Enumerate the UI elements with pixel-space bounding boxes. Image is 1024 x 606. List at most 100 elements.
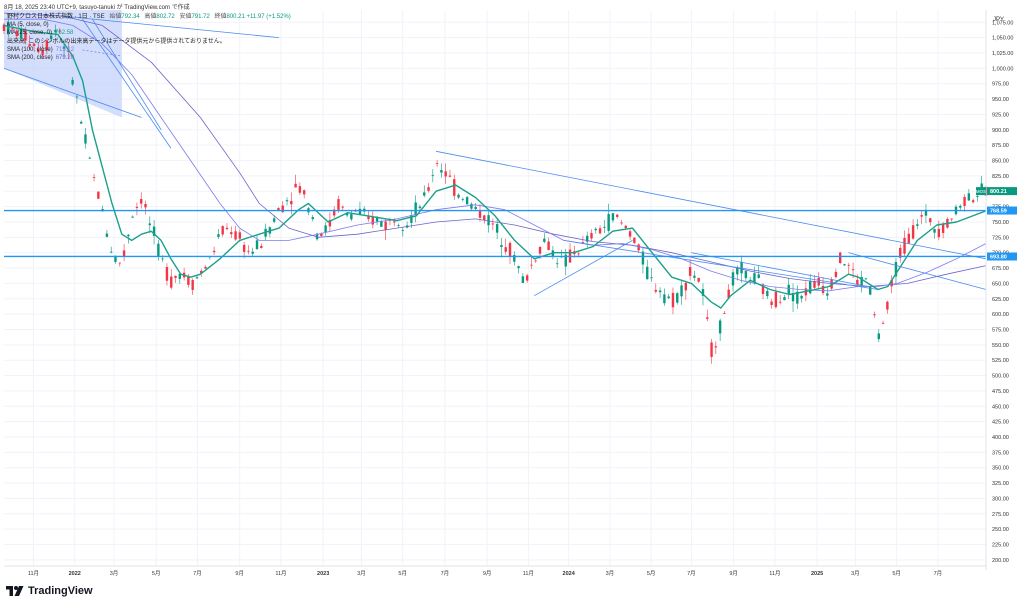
candle-body — [676, 293, 679, 303]
y-tick-label: 925.00 — [992, 112, 1009, 118]
candle-body — [504, 247, 507, 252]
candle-body — [212, 250, 216, 253]
candle-body — [967, 193, 971, 201]
candle-body — [478, 210, 482, 218]
candle-body — [847, 264, 850, 266]
candle-body — [547, 241, 550, 250]
y-tick-label: 725.00 — [992, 235, 1009, 241]
x-tick-label: 11月 — [275, 570, 286, 577]
x-tick-label: 5月 — [647, 570, 656, 577]
candle-body — [538, 246, 542, 254]
legend-indicator-volume[interactable]: 出来高: このシンボルの出来高データはデータ提供元から提供されておりません。 — [7, 38, 291, 46]
legend-symbol-row[interactable]: 野村クロス日本株式指数 · 1日 · TSE 始値792.34 高値802.72… — [7, 13, 291, 21]
x-tick-label: 3月 — [851, 570, 860, 577]
candle-body — [907, 233, 911, 244]
candle-body — [543, 238, 546, 242]
candle-body — [251, 251, 254, 254]
legend-indicator-ma25[interactable]: MA (25, close, 0) 762.58 — [7, 29, 291, 37]
candle-body — [118, 262, 121, 264]
candle-body — [332, 209, 336, 216]
candle-body — [24, 29, 27, 41]
y-tick-label: 225.00 — [992, 542, 1009, 548]
price-tag-box — [987, 252, 1017, 261]
brand[interactable]: TradingView — [6, 584, 93, 598]
candle-body — [7, 22, 10, 35]
candle-body — [641, 251, 645, 265]
candle-body — [41, 50, 44, 55]
candle-body — [710, 342, 713, 357]
candle-body — [367, 216, 370, 220]
candle-body — [418, 206, 422, 209]
candle-body — [633, 237, 636, 243]
candle-body — [727, 289, 730, 298]
y-tick-label: 300.00 — [992, 496, 1009, 502]
candle-body — [453, 179, 456, 196]
candle-body — [195, 277, 199, 279]
candle-body — [736, 267, 739, 275]
x-tick-label: 2024 — [563, 571, 576, 577]
candle-body — [157, 243, 160, 257]
candle-body — [714, 346, 718, 348]
candle-body — [701, 289, 705, 296]
candle-body — [320, 233, 323, 237]
high-label: 高値 — [144, 14, 157, 20]
candle-body — [611, 213, 615, 221]
indicator-value: 762.58 — [55, 30, 74, 37]
high-value: 802.72 — [156, 14, 175, 20]
legend-indicator-sma100[interactable]: SMA (100, close) 715.12 — [7, 46, 291, 54]
candle-body — [598, 228, 602, 234]
y-tick-label: 400.00 — [992, 435, 1009, 441]
candle-body — [585, 235, 589, 242]
trendline — [82, 18, 172, 149]
symbol-title[interactable]: 野村クロス日本株式指数 · 1日 · TSE — [7, 14, 105, 20]
candle-body — [435, 163, 439, 164]
candle-body — [302, 190, 306, 195]
y-tick-label: 1,075.00 — [992, 20, 1013, 26]
candle-body — [474, 206, 477, 210]
candle-body — [384, 221, 387, 230]
candle-body — [628, 231, 632, 237]
candle-body — [577, 253, 580, 255]
price-chart[interactable]: 1,075.00 1,050.00 1,025.00 1,000.00 975.00 95… — [0, 0, 1024, 580]
candle-body — [247, 250, 250, 252]
candle-body — [723, 313, 726, 314]
y-tick-label: 625.00 — [992, 297, 1009, 303]
candle-body — [11, 27, 14, 29]
candle-body — [54, 29, 57, 33]
candle-body — [894, 261, 898, 277]
candle-body — [423, 192, 426, 196]
candle-body — [534, 260, 537, 262]
candle-body — [58, 30, 61, 32]
candle-body — [144, 204, 147, 208]
candle-body — [817, 277, 820, 286]
x-tick-label: 7月 — [441, 570, 450, 577]
candle-body — [92, 177, 96, 178]
candle-body — [444, 171, 447, 177]
y-tick-label: 450.00 — [992, 404, 1009, 410]
y-tick-label: 575.00 — [992, 327, 1009, 333]
x-tick-label: 9月 — [483, 570, 492, 577]
candle-body — [860, 277, 863, 285]
candle-body — [131, 216, 134, 218]
candle-body — [71, 79, 74, 85]
candle-body — [658, 290, 662, 293]
candle-body — [826, 293, 829, 296]
y-tick-label: 425.00 — [992, 420, 1009, 426]
candle-body — [470, 203, 473, 209]
candle-body — [796, 291, 799, 304]
trendline — [848, 252, 987, 290]
candle-body — [174, 275, 177, 278]
y-tick-label: 600.00 — [992, 312, 1009, 318]
x-tick-label: 2023 — [317, 571, 329, 577]
trendline — [436, 150, 987, 260]
legend-indicator-sma200[interactable]: SMA (200, close) 679.20 — [7, 54, 291, 62]
candle-body — [581, 241, 585, 243]
candle-body — [637, 244, 640, 251]
candle-body — [555, 263, 559, 265]
price-tag-value: 768.59 — [990, 209, 1007, 215]
ma25-line — [3, 24, 987, 309]
x-tick-label: 2022 — [69, 571, 81, 577]
candle-body — [869, 286, 872, 295]
legend-indicator-ma5[interactable]: MA (5, close, 0) — [7, 21, 291, 29]
candle-body — [15, 30, 19, 37]
